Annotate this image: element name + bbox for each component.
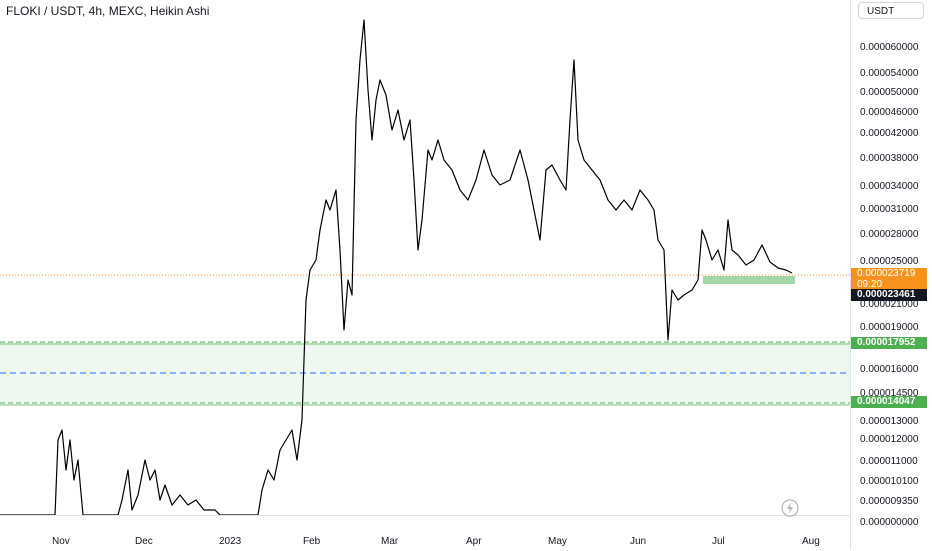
countdown-timer: 09:20 [857, 279, 883, 290]
time-tick-label: Aug [802, 536, 820, 547]
symbol-title: FLOKI / USDT, 4h, MEXC, Heikin Ashi [6, 4, 210, 18]
price-tick-label: 0.000050000 [860, 87, 919, 98]
price-tick-label: 0.000016000 [860, 364, 919, 375]
price-tick-label: 0.000009350 [860, 496, 919, 507]
price-tick-label: 0.000021000 [860, 299, 919, 310]
price-tick-label: 0.000042000 [860, 128, 919, 139]
time-tick-label: Feb [303, 536, 321, 547]
time-tick-label: Jul [712, 536, 725, 547]
time-tick-label: Dec [135, 536, 153, 547]
price-chart[interactable] [0, 0, 850, 515]
price-tick-label: 0.000011000 [860, 456, 918, 467]
price-tick-label: 0.000000000 [860, 517, 919, 528]
price-tick-label: 0.000013000 [860, 416, 919, 427]
zone-lower-badge: 0.000014047 [851, 396, 927, 408]
current-price-badge: 0.000023719 09:20 [851, 268, 927, 290]
price-tick-label: 0.000034000 [860, 181, 919, 192]
price-tick-label: 0.000014500 [860, 388, 919, 399]
price-tick-label: 0.000019000 [860, 322, 919, 333]
price-tick-label: 0.000038000 [860, 153, 919, 164]
time-tick-label: May [548, 536, 567, 547]
price-tick-label: 0.000028000 [860, 229, 919, 240]
price-series-line [0, 19, 793, 515]
chart-area[interactable]: FLOKI / USDT, 4h, MEXC, Heikin Ashi [0, 0, 850, 515]
price-tick-label: 0.000010100 [860, 476, 919, 487]
price-tick-label: 0.000012000 [860, 434, 919, 445]
time-scale[interactable]: Nov Dec 2023 Feb Mar Apr May Jun Jul Aug [0, 515, 850, 551]
price-scale[interactable]: 0.000060000 0.000054000 0.000050000 0.00004… [850, 0, 932, 550]
zone-upper-badge: 0.000017952 [851, 337, 927, 349]
price-tick-label: 0.000054000 [860, 68, 919, 79]
currency-selector[interactable]: USDT [858, 2, 924, 19]
price-tick-label: 0.000046000 [860, 107, 919, 118]
time-tick-label: Apr [466, 536, 482, 547]
price-tick-label: 0.000025000 [860, 256, 919, 267]
time-tick-label: Jun [630, 536, 647, 547]
last-price-badge: 0.000023461 [851, 289, 927, 301]
time-tick-label: Mar [381, 536, 399, 547]
lightning-bolt-icon[interactable] [780, 498, 800, 518]
time-tick-label: Nov [52, 536, 70, 547]
current-price-value: 0.000023719 [857, 268, 916, 279]
price-tick-label: 0.000060000 [860, 42, 919, 53]
support-rectangle[interactable] [703, 276, 795, 284]
time-tick-label: 2023 [219, 536, 242, 547]
price-tick-label: 0.000031000 [860, 204, 919, 215]
